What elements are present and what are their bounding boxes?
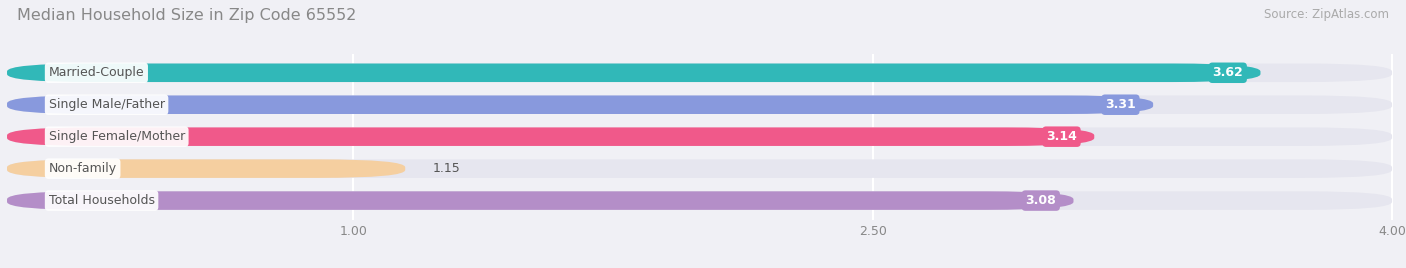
FancyBboxPatch shape	[7, 127, 1094, 146]
FancyBboxPatch shape	[7, 64, 1260, 82]
FancyBboxPatch shape	[7, 95, 1392, 114]
Text: Non-family: Non-family	[49, 162, 117, 175]
FancyBboxPatch shape	[7, 159, 1392, 178]
Text: Median Household Size in Zip Code 65552: Median Household Size in Zip Code 65552	[17, 8, 356, 23]
Text: 3.08: 3.08	[1025, 194, 1056, 207]
Text: 3.62: 3.62	[1212, 66, 1243, 79]
Text: Source: ZipAtlas.com: Source: ZipAtlas.com	[1264, 8, 1389, 21]
Text: 1.15: 1.15	[433, 162, 461, 175]
FancyBboxPatch shape	[7, 191, 1392, 210]
Text: Single Female/Mother: Single Female/Mother	[49, 130, 184, 143]
Text: 3.31: 3.31	[1105, 98, 1136, 111]
Text: Total Households: Total Households	[49, 194, 155, 207]
FancyBboxPatch shape	[7, 64, 1392, 82]
FancyBboxPatch shape	[7, 191, 1074, 210]
FancyBboxPatch shape	[7, 159, 405, 178]
Text: 3.14: 3.14	[1046, 130, 1077, 143]
FancyBboxPatch shape	[7, 127, 1392, 146]
Text: Single Male/Father: Single Male/Father	[49, 98, 165, 111]
Text: Married-Couple: Married-Couple	[49, 66, 145, 79]
FancyBboxPatch shape	[7, 95, 1153, 114]
